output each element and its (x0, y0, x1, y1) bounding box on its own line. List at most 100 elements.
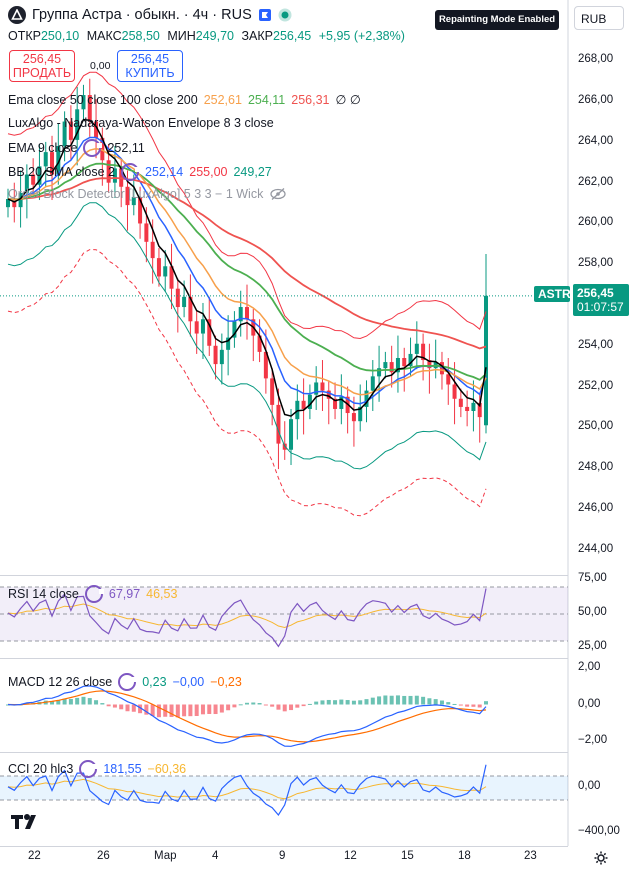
price-tick-label: 262,00 (578, 175, 614, 188)
candle-body (377, 368, 382, 377)
macd-hist-bar (314, 701, 319, 705)
macd-hist-bar (112, 704, 117, 708)
legend-bb[interactable]: BB 20 SMA close 2 252,14 255,00 249,27 (8, 163, 272, 181)
change-value: +5,95 (+2,38%) (318, 29, 405, 43)
envelope-lower-line (7, 249, 487, 517)
ema50-value: 252,61 (203, 92, 242, 107)
symbol-title[interactable]: Группа Астра · обыкн. · 4ч · RUS (8, 6, 292, 24)
price-tick-label: 260,00 (578, 216, 614, 229)
sell-button[interactable]: 256,45 ПРОДАТЬ (9, 50, 75, 82)
ema9-label: EMA 9 close (8, 141, 78, 155)
hidden-eye-icon[interactable] (269, 187, 287, 201)
legend-macd[interactable]: MACD 12 26 close 0,23 −0,00 −0,23 (8, 673, 242, 691)
cci-band (0, 776, 568, 800)
ema9-value: 252,11 (107, 141, 145, 155)
candle-body (200, 319, 205, 334)
macd-hist-bar (257, 703, 262, 705)
open-label: ОТКР (8, 29, 41, 43)
time-tick-label: 26 (97, 850, 110, 862)
macd-hist-bar (295, 704, 300, 708)
pane-separator[interactable] (0, 658, 568, 659)
time-tick-label: Мар (154, 850, 177, 862)
luxalgo-label: LuxAlgo - Nadaraya-Watson Envelope 8 3 c… (8, 116, 274, 130)
macd-hist-bar (439, 700, 444, 705)
flag-icon[interactable] (258, 8, 272, 22)
candle-body (238, 307, 243, 322)
candle-body (383, 362, 388, 369)
macd-hist-bar (156, 704, 161, 718)
candle-body (125, 186, 130, 206)
ema9-line (7, 118, 487, 417)
time-tick-label: 23 (524, 850, 537, 862)
legend-ema9[interactable]: EMA 9 close 252,11 (8, 139, 145, 157)
macd-hist-value: 0,23 (142, 675, 167, 689)
macd-hist-bar (175, 704, 180, 718)
macd-hist-bar (81, 696, 86, 705)
legend-ema[interactable]: Ema close 50 close 100 close 200 252,61 … (8, 92, 361, 108)
time-tick-label: 18 (458, 850, 471, 862)
candle-body (471, 402, 476, 411)
open-value: 250,10 (40, 29, 80, 43)
candle-body (163, 266, 168, 277)
pane-separator[interactable] (0, 575, 568, 576)
candle-body (182, 296, 187, 308)
candle-body (24, 174, 29, 193)
indicator-tick-label: 50,00 (578, 606, 607, 618)
bb-upper-line (7, 71, 487, 340)
legend-cci[interactable]: CCI 20 hlc3 181,55 −60,36 (8, 760, 186, 778)
macd-hist-bar (226, 704, 231, 711)
macd-hist-bar (188, 704, 193, 717)
market-open-icon (278, 8, 292, 22)
legend-luxalgo[interactable]: LuxAlgo - Nadaraya-Watson Envelope 8 3 c… (8, 116, 274, 130)
rsi-value: 67,97 (108, 587, 141, 601)
candle-body (37, 166, 42, 185)
price-tick-label: 268,00 (578, 53, 614, 66)
bb-upper-value: 255,00 (189, 165, 228, 179)
pane-separator[interactable] (0, 846, 568, 847)
candle-body (18, 192, 23, 208)
bb-basis-value: 252,14 (145, 165, 184, 179)
ema200-line (7, 177, 487, 350)
macd-hist-bar (232, 704, 237, 708)
legend-order-block[interactable]: Order Block Detector [LuxAlgo] 5 3 3 − 1… (8, 187, 287, 201)
legend-rsi[interactable]: RSI 14 close 67,97 46,53 (8, 585, 177, 603)
candle-body (56, 146, 61, 175)
macd-hist-bar (383, 695, 388, 705)
rsi-ma-line (7, 603, 487, 629)
macd-hist-bar (326, 699, 331, 705)
obd-label: Order Block Detector [LuxAlgo] 5 3 3 − 1… (8, 187, 264, 201)
bb-lower-line (7, 202, 487, 470)
macd-hist-bar (351, 700, 356, 705)
macd-hist-bar (138, 704, 143, 714)
pane-separator[interactable] (0, 752, 568, 753)
candle-body (226, 337, 231, 350)
settings-gear-icon[interactable] (593, 850, 609, 866)
ema200-value: 256,31 (291, 92, 330, 107)
macd-hist-bar (270, 704, 275, 707)
sell-label: ПРОДАТЬ (12, 66, 72, 80)
macd-hist-bar (194, 704, 199, 716)
currency-selector[interactable]: RUB (574, 6, 624, 30)
time-tick-label: 4 (212, 850, 219, 862)
candle-body (389, 362, 394, 373)
candle-body (307, 394, 312, 409)
candle-body (276, 404, 281, 444)
candle-body (245, 307, 249, 320)
candle-body (175, 288, 180, 308)
time-tick-label: 22 (28, 850, 41, 862)
candle-body (484, 295, 488, 426)
macd-hist-bar (289, 704, 294, 711)
ema100-value: 254,11 (247, 92, 286, 107)
price-tick-label: 264,00 (578, 134, 614, 147)
macd-hist-bar (207, 704, 212, 714)
macd-hist-bar (238, 704, 243, 706)
candle-body (402, 358, 407, 367)
rsi-label: RSI 14 close (8, 587, 79, 601)
tradingview-logo-icon[interactable] (10, 812, 44, 830)
indicator-tick-label: 0,00 (578, 780, 601, 792)
buy-button[interactable]: 256,45 КУПИТЬ (117, 50, 183, 82)
macd-hist-bar (339, 699, 344, 705)
loading-cycle-icon (121, 163, 141, 181)
macd-hist-bar (421, 696, 426, 705)
